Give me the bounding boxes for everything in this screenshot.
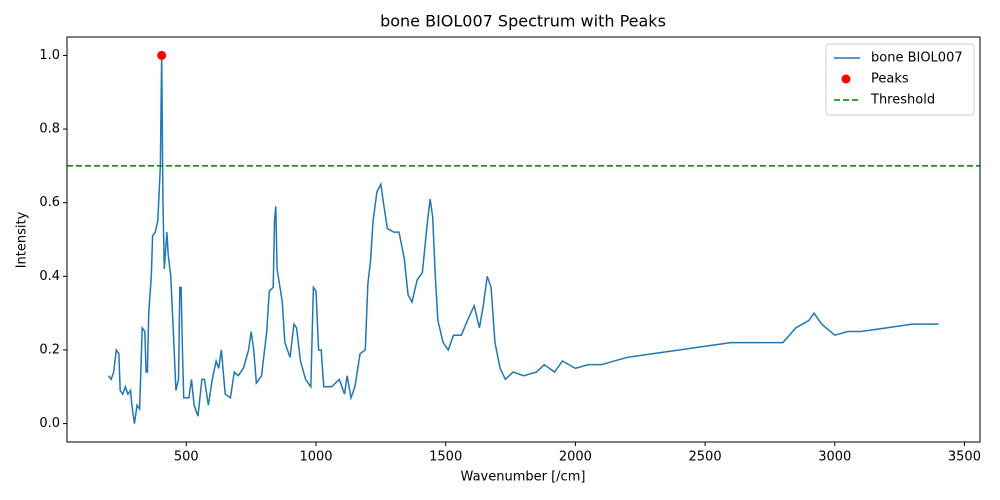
y-tick-label: 0.8: [39, 122, 60, 137]
x-tick-label: 2000: [559, 450, 592, 465]
x-tick-label: 2500: [689, 450, 722, 465]
legend-label: bone BIOL007: [871, 51, 963, 66]
y-tick-label: 0.4: [39, 269, 60, 284]
x-tick-label: 500: [174, 450, 199, 465]
legend: bone BIOL007 Peaks Threshold: [825, 43, 975, 116]
legend-label: Threshold: [870, 93, 935, 108]
x-tick-label: 1000: [299, 450, 332, 465]
y-tick-label: 0.6: [39, 195, 60, 210]
x-tick-label: 3500: [948, 450, 981, 465]
spectrum-line: [107, 55, 939, 424]
chart-title: bone BIOL007 Spectrum with Peaks: [380, 12, 666, 31]
peak-point: [157, 50, 167, 60]
y-tick-label: 0.2: [39, 342, 60, 357]
legend-marker: [841, 74, 851, 84]
x-axis-label: Wavenumber [/cm]: [461, 470, 586, 485]
x-tick-label: 1500: [429, 450, 462, 465]
legend-label: Peaks: [871, 72, 909, 87]
y-tick-label: 0.0: [39, 416, 60, 431]
legend-box: [825, 43, 975, 116]
y-axis-label: Intensity: [15, 211, 30, 268]
plot-frame: [66, 36, 981, 443]
x-tick-label: 3000: [818, 450, 851, 465]
y-tick-label: 1.0: [39, 48, 60, 63]
